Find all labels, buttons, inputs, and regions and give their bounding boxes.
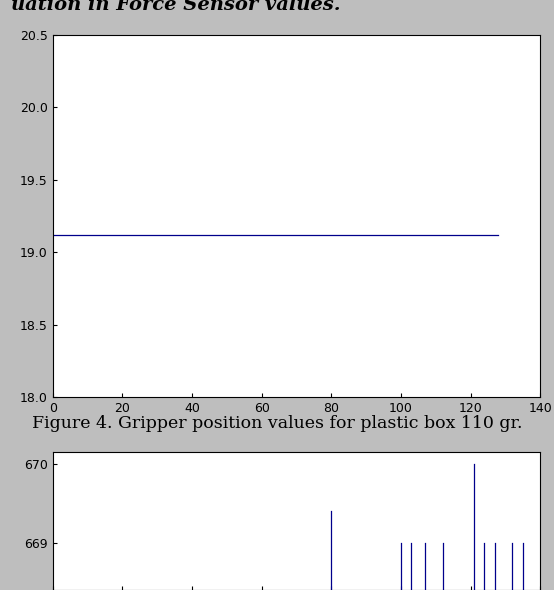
Text: uation in Force Sensor values.: uation in Force Sensor values. — [11, 0, 341, 14]
Text: Figure 4. Gripper position values for plastic box 110 gr.: Figure 4. Gripper position values for pl… — [32, 415, 522, 431]
